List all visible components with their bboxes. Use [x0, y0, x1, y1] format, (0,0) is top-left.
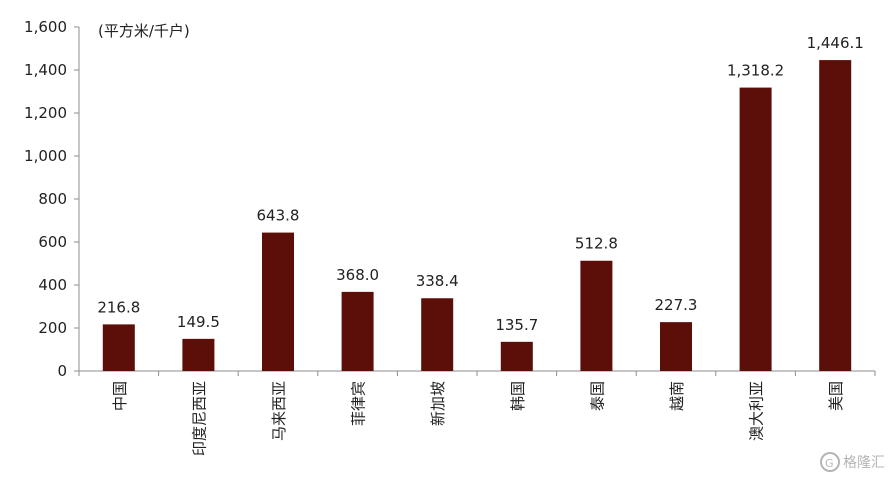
- data-label: 643.8: [257, 207, 300, 225]
- category-label: 泰国: [588, 381, 606, 411]
- data-labels: 216.8 149.5 643.8 368.0 338.4 135.7 512.8 227.3…: [97, 34, 864, 334]
- bar: [182, 338, 215, 371]
- category-label: 菲律宾: [350, 381, 368, 426]
- y-tick-label: 1,000: [24, 147, 67, 165]
- category-label: 韩国: [509, 381, 527, 411]
- data-label: 216.8: [97, 298, 140, 316]
- y-tick-label: 400: [38, 276, 67, 294]
- bar: [341, 291, 374, 371]
- watermark-text: 格隆汇: [843, 455, 885, 471]
- category-label: 澳大利亚: [748, 381, 766, 441]
- category-label: 美国: [827, 381, 845, 411]
- data-label: 1,318.2: [727, 62, 784, 80]
- y-tick-label: 0: [57, 362, 67, 380]
- data-label: 338.4: [416, 272, 459, 290]
- y-tick-label: 800: [38, 190, 67, 208]
- bar: [262, 232, 294, 371]
- y-tick-label: 1,200: [24, 104, 67, 122]
- category-label: 马来西亚: [270, 381, 288, 441]
- y-tick-label: 200: [38, 319, 67, 337]
- bar: [102, 324, 135, 371]
- category-label: 印度尼西亚: [190, 381, 208, 456]
- y-tick-label: 1,600: [24, 18, 67, 36]
- category-label: 越南: [668, 381, 686, 411]
- bar: [500, 341, 533, 371]
- category-labels: 中国 印度尼西亚 马来西亚 菲律宾 新加坡 韩国 泰国 越南 澳大利亚 美国: [111, 381, 845, 456]
- data-label: 227.3: [655, 296, 698, 314]
- category-label: 中国: [111, 381, 129, 411]
- unit-label: (平方米/千户): [98, 22, 190, 40]
- watermark: G 格隆汇: [820, 452, 885, 472]
- category-label: 新加坡: [429, 381, 447, 426]
- data-label: 1,446.1: [807, 34, 864, 52]
- g-logo-icon: [820, 452, 840, 472]
- data-label: 368.0: [336, 266, 379, 284]
- y-tick-label: 600: [38, 233, 67, 251]
- y-tick-label: 1,400: [24, 61, 67, 79]
- bar: [739, 87, 772, 371]
- data-label: 512.8: [575, 235, 618, 253]
- bar: [580, 260, 613, 371]
- g-logo-glyph: G: [825, 457, 834, 470]
- bar: [660, 322, 692, 371]
- bar: [421, 298, 454, 371]
- y-axis: 0 200 400 600 800 1,000 1,200 1,400 1,600: [24, 18, 80, 380]
- bars: [102, 60, 852, 371]
- bar: [819, 60, 852, 371]
- data-label: 135.7: [495, 316, 538, 334]
- data-label: 149.5: [177, 313, 220, 331]
- x-axis: [78, 370, 876, 376]
